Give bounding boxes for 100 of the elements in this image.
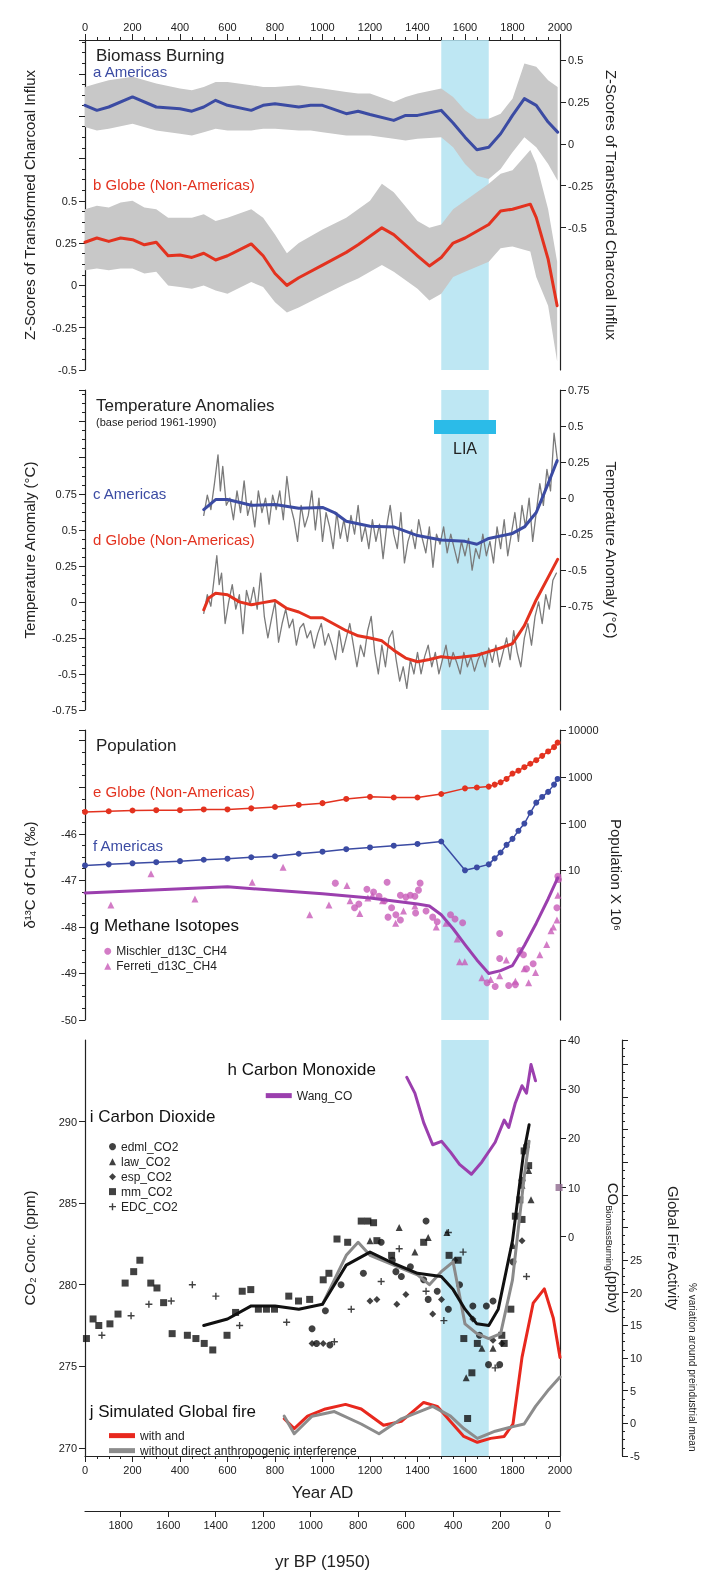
text: b Globe (Non-Americas) bbox=[93, 175, 255, 193]
text: % variation around preindustrial mean bbox=[686, 1283, 698, 1452]
x2-axis-title: yr BP (1950) bbox=[274, 1552, 371, 1571]
x-tick-label: 1000 bbox=[310, 20, 335, 33]
y2-tick-label: 0.25 bbox=[568, 456, 590, 469]
x2-tick-label: 1600 bbox=[155, 1518, 181, 1531]
chart-title: Temperature Anomalies bbox=[96, 396, 275, 415]
x2-tick-label: 800 bbox=[348, 1518, 368, 1531]
y2-tick-label: -0.5 bbox=[568, 221, 587, 234]
y-tick-label: 0.25 bbox=[55, 559, 77, 572]
y-tick-label: 0.75 bbox=[55, 487, 77, 500]
y2-tick-label: 0.75 bbox=[568, 384, 590, 396]
y2-tick-label: 10 bbox=[568, 864, 581, 877]
y2-tick-label: 10 bbox=[568, 1181, 581, 1194]
x2-tick-label: 200 bbox=[491, 1518, 510, 1531]
y-tick-label: 275 bbox=[58, 1360, 77, 1373]
legend-label: esp_CO2 bbox=[121, 1169, 173, 1184]
y-tick-label: 270 bbox=[58, 1441, 77, 1454]
x-tick-label: 2000 bbox=[547, 20, 573, 33]
series-label: f Americas bbox=[93, 837, 164, 855]
legend-label: Wang_CO bbox=[296, 1088, 353, 1103]
legend-label: mm_CO2 bbox=[121, 1184, 173, 1199]
x-tick-label: 1600 bbox=[452, 1463, 478, 1476]
y3-tick-label: -5 bbox=[630, 1450, 640, 1462]
y2-tick-label: 10000 bbox=[568, 724, 599, 736]
y-tick-label: -0.5 bbox=[58, 364, 77, 376]
y2-tick-label: 0 bbox=[568, 137, 575, 150]
y-tick-label: 0 bbox=[70, 595, 77, 608]
x-tick-label: 400 bbox=[170, 1463, 190, 1476]
annotation: g Methane Isotopes bbox=[89, 916, 240, 936]
series-label: a Americas bbox=[93, 63, 168, 80]
x-tick-label: 1400 bbox=[405, 20, 430, 33]
y3-tick-label: 25 bbox=[630, 1254, 643, 1267]
y2-tick-label: 1000 bbox=[568, 770, 593, 783]
y2-tick-label: 0.5 bbox=[568, 420, 584, 433]
y-axis-title: Temperature Anomaly (°C) bbox=[21, 461, 38, 639]
x-tick-label: 1800 bbox=[500, 1463, 525, 1476]
y-tick-label: 280 bbox=[58, 1278, 77, 1291]
x-tick-label: 1600 bbox=[452, 20, 478, 33]
x-tick-label: 1800 bbox=[500, 20, 525, 33]
x2-tick-label: 1200 bbox=[250, 1518, 276, 1531]
y-tick-label: -46 bbox=[61, 827, 77, 840]
series-label: e Globe (Non-Americas) bbox=[93, 783, 255, 801]
y-tick-label: -49 bbox=[61, 967, 77, 980]
legend-label: Ferreti_d13C_CH4 bbox=[116, 959, 218, 974]
y2-tick-label: 20 bbox=[568, 1132, 581, 1145]
x-tick-label: 1400 bbox=[405, 1463, 430, 1476]
legend-label: with and bbox=[139, 1428, 185, 1443]
legend-label: edml_CO2 bbox=[121, 1139, 179, 1154]
y2-tick-label: 100 bbox=[568, 817, 587, 830]
legend-label: EDC_CO2 bbox=[121, 1199, 179, 1214]
x2-tick-label: 600 bbox=[396, 1518, 415, 1531]
y-tick-label: -50 bbox=[61, 1014, 77, 1026]
chart-title: Population bbox=[96, 736, 177, 755]
y-tick-label: 0 bbox=[70, 279, 77, 292]
x2-tick-label: 0 bbox=[545, 1518, 552, 1531]
text: d Globe (Non-Americas) bbox=[93, 530, 255, 548]
y3-tick-label: 15 bbox=[630, 1319, 643, 1332]
y2-tick-label: 0 bbox=[568, 492, 575, 505]
y2-tick-label: -0.5 bbox=[568, 564, 587, 577]
y3-tick-label: 20 bbox=[630, 1286, 643, 1299]
x-tick-label: 800 bbox=[265, 20, 285, 33]
y-tick-label: -0.5 bbox=[58, 667, 77, 680]
x-tick-label: 200 bbox=[123, 20, 142, 33]
x-tick-label: 1200 bbox=[357, 20, 383, 33]
y-tick-label: -47 bbox=[61, 874, 77, 887]
y2-tick-label: 30 bbox=[568, 1083, 581, 1096]
y-tick-label: 290 bbox=[58, 1115, 77, 1128]
x-tick-label: 1000 bbox=[310, 1463, 335, 1476]
x2-tick-label: 1000 bbox=[298, 1518, 323, 1531]
y-axis-title: δ¹³C of CH₄ (‰) bbox=[21, 821, 38, 929]
y-tick-label: -0.25 bbox=[51, 631, 77, 644]
annotation: j Simulated Global fire bbox=[88, 1402, 257, 1422]
band-label: LIA bbox=[452, 439, 478, 457]
chart-title: Biomass Burning bbox=[96, 46, 225, 65]
x-tick-label: 2000 bbox=[547, 1463, 573, 1476]
y2-tick-label: -0.75 bbox=[568, 600, 594, 613]
y-tick-label: 0.25 bbox=[55, 237, 77, 250]
x2-tick-label: 400 bbox=[443, 1518, 463, 1531]
x-tick-label: 400 bbox=[170, 20, 190, 33]
y2-tick-label: 40 bbox=[568, 1034, 581, 1046]
x2-tick-label: 1800 bbox=[108, 1518, 133, 1531]
annotation: i Carbon Dioxide bbox=[89, 1107, 216, 1126]
y2-tick-label: 0.25 bbox=[568, 95, 590, 108]
y3-tick-label: 5 bbox=[630, 1384, 637, 1397]
x-axis-title: Year AD bbox=[291, 1483, 354, 1502]
y3-axis-title: Global Fire Activity bbox=[665, 1185, 682, 1311]
y-tick-label: -48 bbox=[61, 920, 77, 933]
y-tick-label: 0.5 bbox=[61, 194, 77, 207]
y2-axis-title: Population X 10⁶ bbox=[608, 818, 626, 932]
legend-label: without direct anthropogenic interference bbox=[139, 1443, 358, 1458]
y2-tick-label: -0.25 bbox=[568, 179, 594, 192]
y2-tick-label: -0.25 bbox=[568, 528, 594, 541]
y-axis-title: CO₂ Conc. (ppm) bbox=[21, 1190, 38, 1306]
y2-tick-label: 0.5 bbox=[568, 54, 584, 67]
x-tick-label: 0 bbox=[81, 20, 89, 33]
y3-tick-label: 0 bbox=[630, 1417, 637, 1430]
x-tick-label: 1200 bbox=[357, 1463, 383, 1476]
y2-axis-title: Z-Scores of Transformed Charcoal Influx bbox=[603, 69, 620, 341]
x-tick-label: 200 bbox=[123, 1463, 142, 1476]
